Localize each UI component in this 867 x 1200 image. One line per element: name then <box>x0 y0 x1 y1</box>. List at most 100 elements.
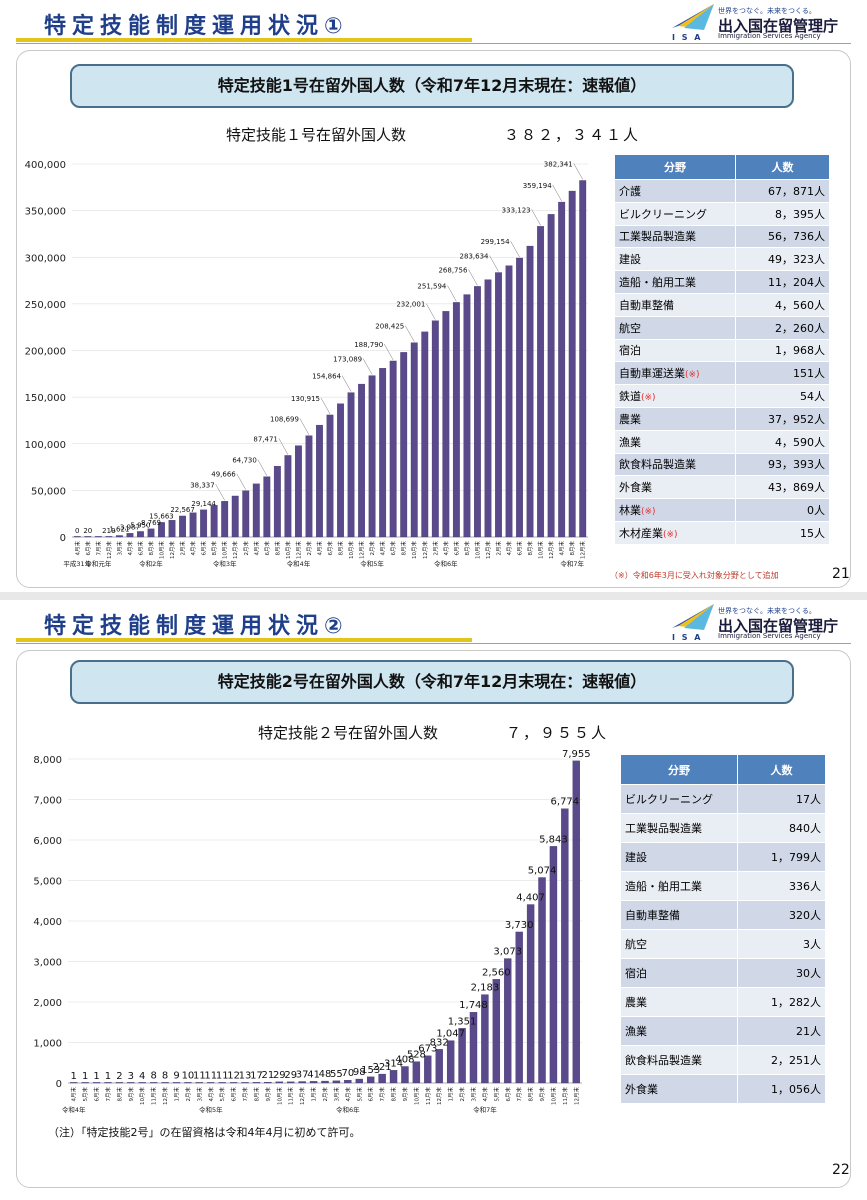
bar <box>309 1081 318 1084</box>
logo-abbr: I S A <box>672 33 703 42</box>
bar <box>537 226 545 538</box>
x-tick-label: 4月末 <box>126 541 134 556</box>
count-cell: 2，251人 <box>737 1045 826 1075</box>
bar <box>115 535 123 538</box>
data-label: 10 <box>182 1071 195 1082</box>
y-tick-label: 1,000 <box>33 1039 62 1050</box>
x-tick-label: 11月末 <box>424 1087 432 1105</box>
field-name: 飲食料品製造業 <box>619 458 696 472</box>
table-row: 航空 3人 <box>620 929 826 959</box>
era-label: 令和7年 <box>473 1105 497 1114</box>
logo-name: 出入国在留管理庁 <box>718 617 839 635</box>
count-cell: 43，869人 <box>735 475 830 500</box>
data-label: 5,074 <box>528 866 557 877</box>
y-tick-label: 250,000 <box>25 300 66 311</box>
data-label: 11 <box>204 1071 217 1082</box>
bar <box>195 1082 204 1084</box>
bar <box>421 331 429 538</box>
data-label: 12 <box>227 1071 240 1082</box>
y-tick-label: 50,000 <box>31 486 66 497</box>
field-name: 造船・舶用工業 <box>619 276 696 290</box>
bar <box>287 1081 295 1084</box>
count-cell: 17人 <box>737 784 826 814</box>
y-tick-label: 150,000 <box>25 393 66 404</box>
bar <box>138 1082 146 1084</box>
data-label: 64,730 <box>232 457 257 465</box>
bar <box>158 522 165 538</box>
count-cell: 49，323人 <box>735 247 830 272</box>
x-tick-label: 1月末 <box>173 1087 181 1102</box>
field-table-1: 分野 人数 介護 67，871人 ビルクリーニング 8，395人 工業製品製造業 56，7… <box>614 154 830 545</box>
bar <box>184 1082 192 1084</box>
field-cell: 工業製品製造業 <box>614 224 736 249</box>
data-label: 48 <box>319 1069 332 1080</box>
data-label: 7,955 <box>562 749 591 760</box>
field-name: 宿泊 <box>619 344 641 358</box>
bar <box>347 392 355 538</box>
data-label: 1,047 <box>436 1029 465 1040</box>
y-tick-label: 6,000 <box>33 836 62 847</box>
x-tick-label: 12月末 <box>547 541 555 559</box>
field-name: 自動車整備 <box>625 909 680 922</box>
bar <box>431 320 439 538</box>
label-leader <box>257 459 268 476</box>
bar <box>84 536 92 538</box>
x-tick-label: 7月末 <box>104 1087 112 1102</box>
bar <box>538 877 546 1084</box>
bar <box>400 352 408 538</box>
field-cell: 建設 <box>620 842 738 872</box>
title-underline <box>16 638 472 642</box>
era-label: 令和4年 <box>62 1105 86 1114</box>
x-tick-label: 12月末 <box>105 541 113 559</box>
title-underline <box>16 38 472 42</box>
x-tick-label: 11月末 <box>561 1087 569 1105</box>
logo-english: Immigration Services Agency <box>718 32 821 40</box>
x-tick-label: 8月末 <box>527 1087 535 1102</box>
x-tick-label: 10月末 <box>275 1087 283 1105</box>
data-label: 70 <box>341 1068 354 1079</box>
x-tick-label: 10月末 <box>410 541 418 559</box>
x-tick-label: 12月末 <box>161 1087 169 1105</box>
table-row: 自動車運送業(※) 151人 <box>614 361 830 386</box>
bar <box>92 1082 101 1084</box>
table-row: 工業製品製造業 56，736人 <box>614 224 830 249</box>
data-label: 359,194 <box>523 182 552 190</box>
x-tick-label: 1月末 <box>447 1087 455 1102</box>
field-name: 木材産業 <box>619 526 663 540</box>
field-cell: 宿泊 <box>614 338 736 363</box>
header-count: 人数 <box>735 154 830 180</box>
field-mark: (※) <box>641 393 656 404</box>
data-label: 333,123 <box>502 206 531 214</box>
label-leader <box>341 375 352 392</box>
era-label: 令和5年 <box>199 1105 223 1114</box>
x-tick-label: 2月末 <box>321 1087 329 1102</box>
label-leader <box>510 240 520 258</box>
bar <box>358 383 366 538</box>
x-tick-label: 6月末 <box>84 541 92 556</box>
field-cell: ビルクリーニング <box>614 201 736 226</box>
x-tick-label: 2月末 <box>431 541 439 556</box>
table-row: 宿泊 1，968人 <box>614 338 830 363</box>
era-label: 令和7年 <box>560 559 584 568</box>
x-tick-label: 7月末 <box>94 541 102 556</box>
x-tick-label: 6月末 <box>326 541 334 556</box>
data-label: 11 <box>216 1071 229 1082</box>
data-label: 188,790 <box>354 341 383 349</box>
x-tick-label: 9月末 <box>127 1087 135 1102</box>
field-name: 農業 <box>625 996 647 1009</box>
count-cell: 56，736人 <box>735 224 830 249</box>
y-tick-label: 350,000 <box>25 207 66 218</box>
x-tick-label: 8月末 <box>526 541 534 556</box>
bar <box>149 1082 158 1084</box>
x-tick-label: 6月末 <box>93 1087 101 1102</box>
table-row: 自動車整備 320人 <box>620 900 826 930</box>
table-row: 漁業 21人 <box>620 1016 826 1046</box>
table-row: 建設 1，799人 <box>620 842 826 872</box>
field-cell: 木材産業(※) <box>614 520 736 545</box>
x-tick-label: 4月末 <box>505 541 513 556</box>
data-label: 221 <box>373 1062 392 1073</box>
count-cell: 1，968人 <box>735 338 830 363</box>
page-number: 21 <box>832 566 850 582</box>
x-tick-label: 8月末 <box>400 541 408 556</box>
isa-logo-icon <box>672 4 714 30</box>
